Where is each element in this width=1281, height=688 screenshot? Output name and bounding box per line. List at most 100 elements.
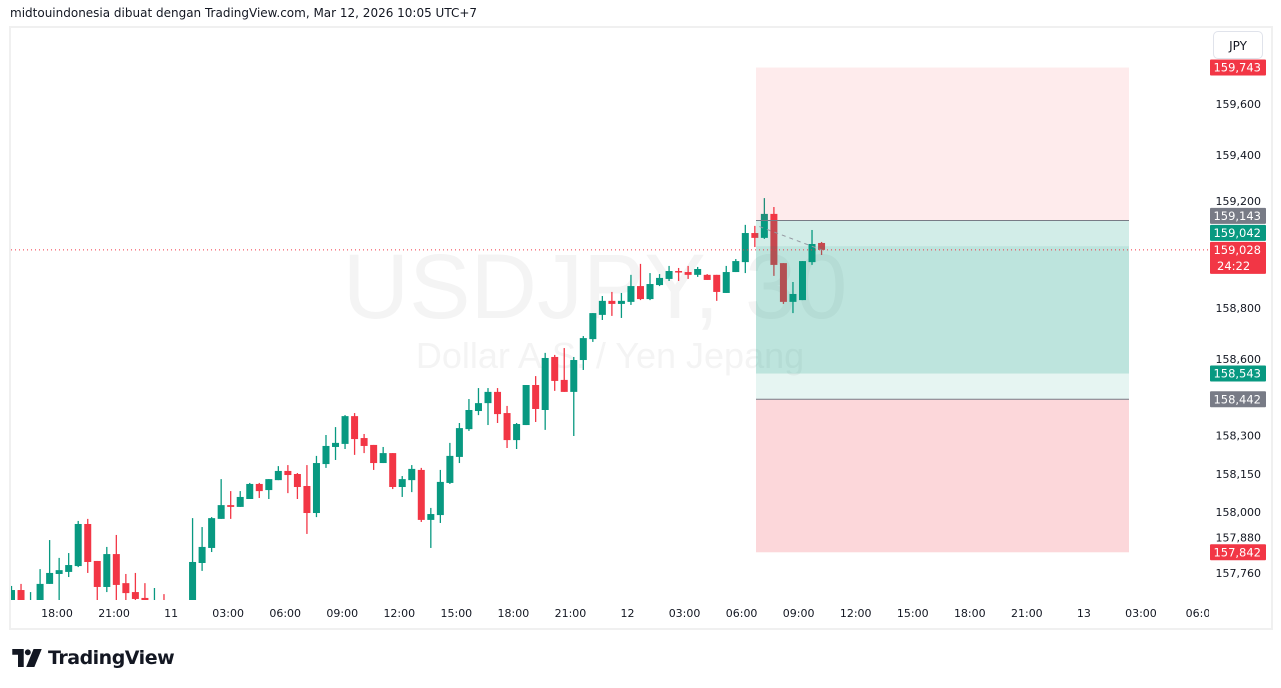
candle-body	[255, 483, 263, 492]
time-axis-mask	[1209, 600, 1213, 626]
time-tick-label: 18:00	[498, 607, 530, 620]
candle	[684, 265, 692, 279]
candle-body	[741, 233, 749, 263]
tradingview-logo[interactable]: TradingView	[12, 647, 175, 669]
candle	[163, 594, 165, 600]
entry-price-label-bg	[1210, 207, 1266, 224]
price-tick-label: 158,150	[1216, 468, 1262, 481]
price-axis[interactable]: 159,600 159,400 159,200 158,800 158,600 158,3…	[1216, 98, 1262, 580]
candle	[341, 415, 349, 450]
candle	[598, 296, 606, 320]
candle	[675, 267, 683, 281]
candle	[589, 313, 597, 342]
candle-body	[617, 300, 625, 304]
candle	[494, 388, 502, 424]
candle-body	[274, 470, 282, 481]
candle-body	[122, 583, 130, 594]
candle-body	[579, 338, 587, 361]
candle	[208, 517, 216, 553]
candle	[760, 198, 768, 239]
candle-body	[694, 268, 702, 275]
candle	[93, 560, 101, 600]
candle	[465, 399, 473, 431]
candle	[617, 292, 625, 318]
candle	[741, 224, 749, 274]
candle	[36, 569, 44, 600]
candle-body	[570, 360, 578, 392]
candle	[808, 229, 816, 265]
candle-body	[398, 479, 406, 488]
time-tick-label: 21:00	[98, 607, 130, 620]
long-stop-zone	[756, 399, 1129, 553]
candle-body	[417, 469, 425, 520]
target-price-label-text: 158,543	[1213, 367, 1261, 381]
candle-body	[503, 413, 511, 441]
candle	[751, 225, 759, 248]
candle	[503, 405, 511, 448]
candle-body	[284, 470, 292, 476]
candle-body	[408, 468, 416, 481]
entry-price-label-text: 159,143	[1213, 209, 1261, 223]
stop-price-label-text: 157,842	[1213, 545, 1261, 559]
candle-body	[65, 565, 73, 572]
price-tick-label: 158,600	[1216, 353, 1262, 366]
time-tick-label: 12:00	[383, 607, 415, 620]
candle-body	[427, 514, 435, 520]
candle-body	[608, 300, 616, 304]
candle-body	[494, 391, 502, 415]
candle-body	[180, 609, 187, 614]
time-tick-label: 03:00	[212, 607, 244, 620]
target-price-label-bg	[1210, 224, 1266, 241]
candle	[265, 479, 273, 499]
current-price-label: 159,028 24:22	[1210, 241, 1266, 274]
candle	[198, 527, 206, 571]
candle	[180, 603, 187, 622]
candle	[217, 479, 225, 519]
candle-body	[265, 479, 273, 491]
candle	[293, 472, 301, 499]
candle	[55, 557, 63, 600]
candle	[770, 207, 778, 276]
time-tick-label: 11	[164, 607, 178, 620]
position-tools[interactable]	[756, 67, 1129, 553]
candle-body	[656, 277, 664, 286]
candle-body	[46, 572, 54, 584]
position-progress-line	[759, 226, 822, 251]
candle	[703, 274, 711, 280]
candle-body	[189, 561, 197, 600]
candle	[570, 356, 578, 437]
candle	[332, 427, 340, 460]
candle-body	[332, 442, 340, 447]
candle	[112, 534, 120, 600]
candle-body	[465, 410, 473, 430]
candle	[627, 274, 635, 305]
candle-body	[684, 272, 692, 275]
candle	[532, 376, 540, 422]
stop-price-label-bg	[1210, 544, 1266, 561]
candle	[484, 388, 492, 426]
candle-body	[370, 444, 378, 464]
target-price-label-bg	[1210, 365, 1266, 382]
candle-body	[808, 243, 816, 263]
candle-body	[560, 379, 568, 392]
currency-button[interactable]: JPY	[1213, 31, 1263, 59]
candle	[798, 261, 806, 301]
candle	[17, 583, 25, 600]
candle-body	[36, 583, 44, 600]
candle-body	[74, 523, 82, 567]
candle-body	[779, 263, 787, 302]
price-tick-label: 159,600	[1216, 98, 1262, 111]
time-axis[interactable]: 18:00 21:00 11 03:00 06:00 09:00 12:00 15:00 18:…	[41, 600, 1213, 626]
candle-body	[770, 213, 778, 265]
candle-body	[436, 481, 444, 516]
candle-body	[589, 313, 597, 340]
candle	[312, 455, 320, 518]
candle-body	[389, 453, 397, 488]
candle-body	[703, 274, 711, 280]
candle	[551, 354, 559, 391]
stop-price-label: 157,842	[1210, 544, 1266, 561]
candle	[351, 413, 359, 455]
candle	[246, 482, 254, 499]
candle	[153, 587, 156, 600]
